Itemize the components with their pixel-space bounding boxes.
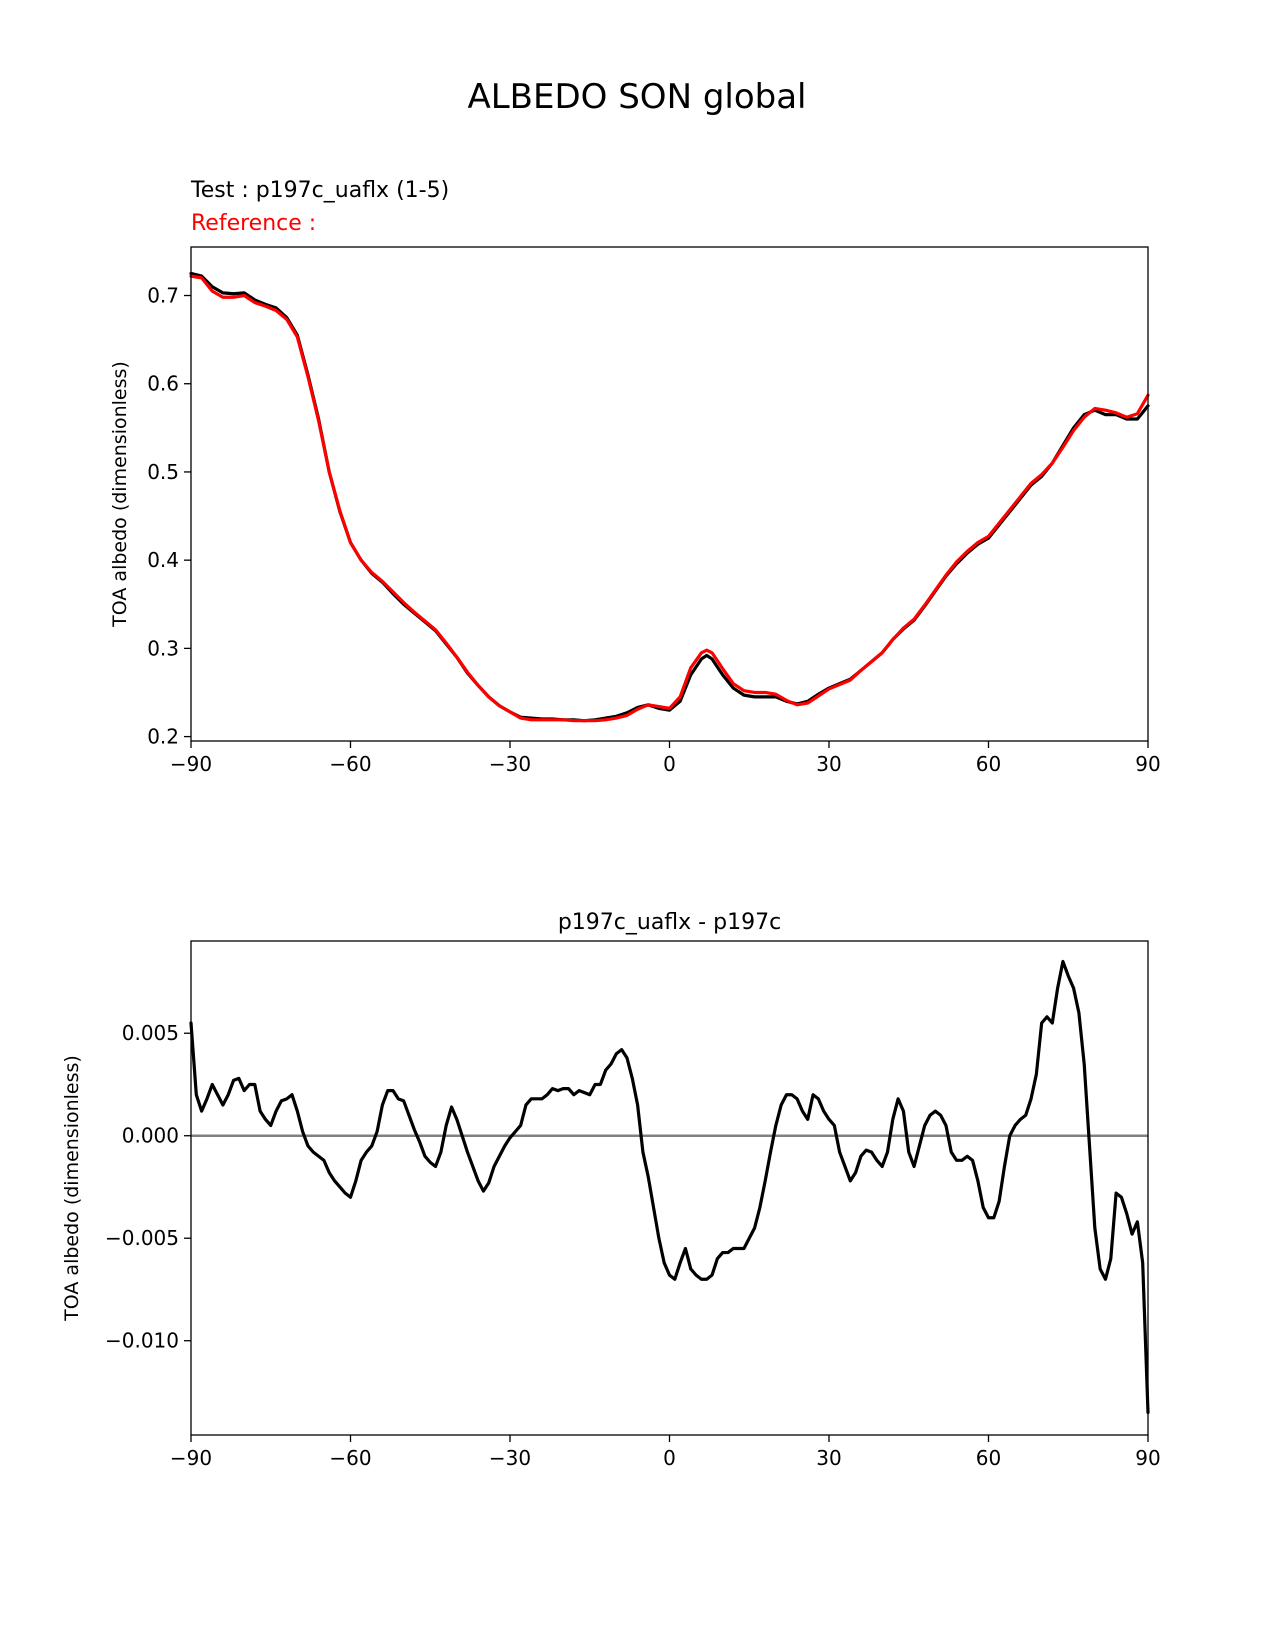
y-tick-label: 0.000 (122, 1124, 179, 1148)
series-line-reference (189, 274, 1150, 723)
figure-title: ALBEDO SON global (467, 77, 806, 117)
x-tick-label: −60 (329, 1446, 371, 1470)
y-tick-label: 0.3 (147, 636, 179, 660)
x-tick-label: 30 (816, 752, 841, 776)
y-tick-label: −0.010 (105, 1329, 179, 1353)
x-tick-label: 90 (1135, 1446, 1160, 1470)
x-tick-label: −90 (170, 1446, 212, 1470)
y-tick-label: 0.6 (147, 372, 179, 396)
y-axis-label: TOA albedo (dimensionless) (61, 1055, 83, 1322)
x-tick-label: 60 (976, 752, 1001, 776)
series-line-difference (189, 959, 1150, 1415)
x-tick-label: −60 (329, 752, 371, 776)
subplot-title: p197c_uaflx - p197c (558, 910, 781, 935)
test-label: Test : p197c_uaflx (1-5) (190, 178, 449, 203)
x-tick-label: −90 (170, 752, 212, 776)
x-tick-label: 60 (976, 1446, 1001, 1470)
difference-line-chart: p197c_uaflx - p197c −90 −60 −30 0 30 60 90 0.005… (61, 910, 1161, 1470)
y-tick-label: 0.4 (147, 548, 179, 572)
reference-label: Reference : (191, 211, 316, 236)
x-tick-label: −30 (489, 1446, 531, 1470)
y-axis-label: TOA albedo (dimensionless) (109, 361, 131, 628)
y-tick-label: 0.7 (147, 284, 179, 308)
y-tick-label: −0.005 (105, 1226, 179, 1250)
plot-frame (190, 940, 1149, 1436)
x-tick-label: 90 (1135, 752, 1160, 776)
y-tick-label: 0.5 (147, 460, 179, 484)
x-tick-label: −30 (489, 752, 531, 776)
x-tick-label: 0 (663, 752, 676, 776)
x-tick-label: 30 (816, 1446, 841, 1470)
top-line-chart: −90 −60 −30 0 30 60 90 0.2 0.3 0.4 0.5 0.6 0.7 TOA al… (109, 246, 1161, 776)
x-tick-label: 0 (663, 1446, 676, 1470)
y-tick-label: 0.005 (122, 1021, 179, 1045)
y-tick-label: 0.2 (147, 725, 179, 749)
